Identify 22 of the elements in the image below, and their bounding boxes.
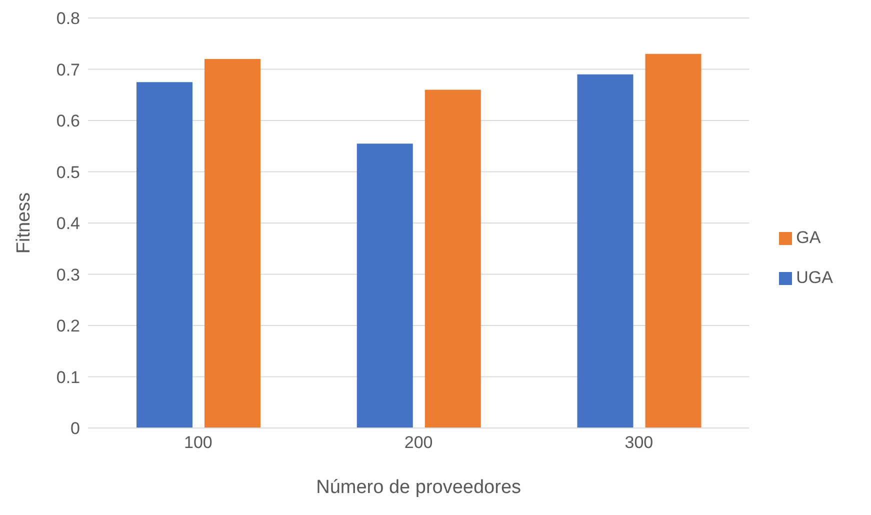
bar [204,59,260,428]
y-tick-label: 0.6 [56,112,80,131]
x-tick-label: 300 [624,433,654,452]
y-tick-label: 0.1 [56,368,80,387]
bar [577,74,634,428]
legend-label: GA [796,228,821,247]
x-axis-title: Número de proveedores [316,477,522,498]
y-tick-label: 0 [70,419,80,438]
y-tick-label: 0.3 [56,265,80,284]
y-tick-label: 0.2 [56,316,80,336]
bar [645,54,702,428]
y-tick-label: 0.4 [56,214,80,234]
y-tick-label: 0.8 [56,9,80,28]
y-tick-label: 0.5 [56,162,80,182]
legend-label: UGA [796,268,833,287]
bar [136,82,192,428]
x-tick-label: 200 [404,433,433,452]
bar [356,144,413,428]
y-tick-label: 0.7 [56,60,80,80]
bar [424,90,481,428]
y-axis-title: Fitness [14,192,35,254]
x-tick-label: 100 [184,433,212,452]
